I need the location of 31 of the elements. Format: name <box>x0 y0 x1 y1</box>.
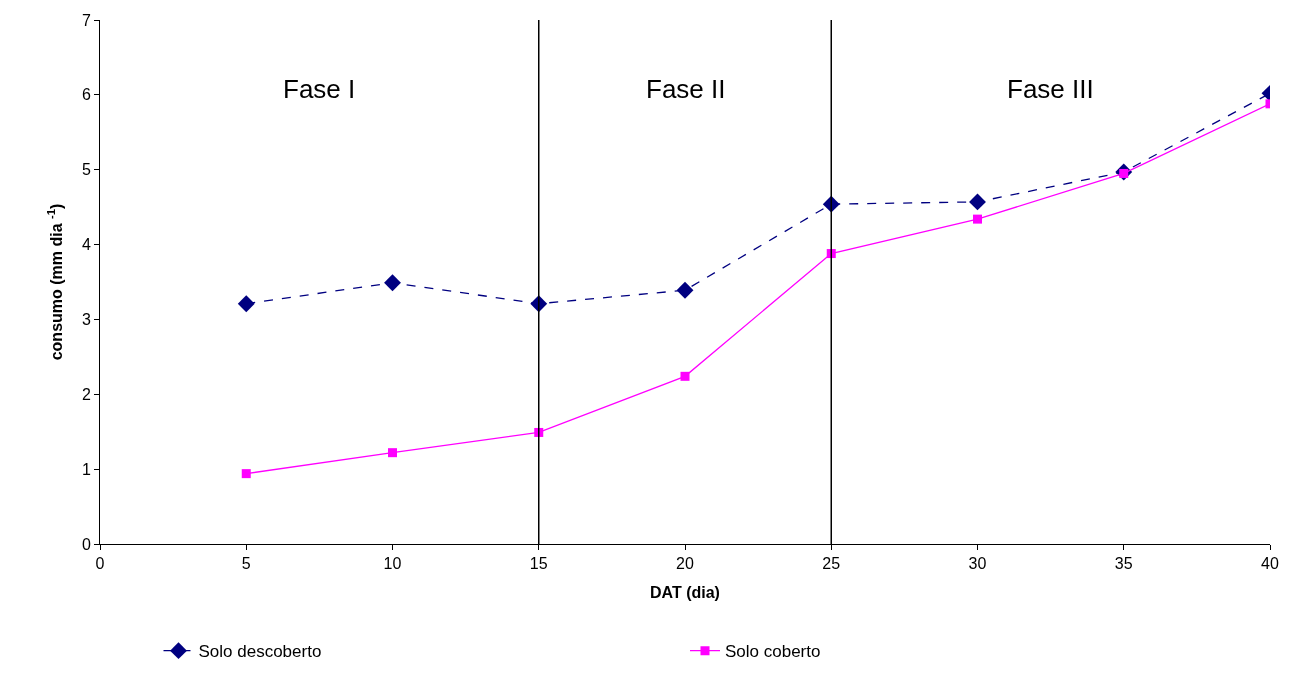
y-tick-label: 7 <box>81 11 91 29</box>
legend-label: Solo descoberto <box>198 642 322 662</box>
x-tick-label: 30 <box>968 555 987 573</box>
x-tick-label: 10 <box>383 555 402 573</box>
point <box>973 214 982 224</box>
point <box>676 281 694 299</box>
y-tick-label: 5 <box>81 161 91 179</box>
x-tick-label: 25 <box>822 555 841 573</box>
y-tick-label: 6 <box>81 86 91 104</box>
point <box>680 371 690 381</box>
x-tick-label: 5 <box>241 555 251 573</box>
x-tick-label: 20 <box>676 555 694 573</box>
x-axis-title: DAT (dia) <box>650 583 720 601</box>
legend-label: Solo coberto <box>725 642 821 662</box>
point <box>237 295 255 313</box>
annotation: Fase II <box>646 74 726 104</box>
annotation: Fase III <box>1007 74 1094 104</box>
x-tick-label: 15 <box>529 555 548 573</box>
x-tick-label: 0 <box>95 555 105 573</box>
y-tick-label: 0 <box>81 535 91 553</box>
y-tick-label: 2 <box>81 385 91 403</box>
point <box>241 469 251 479</box>
point <box>384 274 401 292</box>
x-tick-label: 35 <box>1114 555 1133 573</box>
point <box>969 193 986 211</box>
annotation: Fase I <box>283 74 356 104</box>
y-tick-label: 4 <box>81 236 91 254</box>
point <box>388 448 397 458</box>
x-tick-label: 40 <box>1261 555 1279 573</box>
y-tick-label: 3 <box>81 311 91 329</box>
y-tick-label: 1 <box>81 460 91 478</box>
